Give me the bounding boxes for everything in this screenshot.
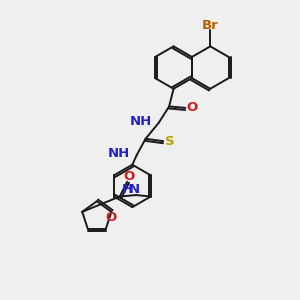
Text: NH: NH: [130, 115, 152, 128]
Text: O: O: [106, 211, 117, 224]
Text: O: O: [186, 101, 197, 114]
Text: NH: NH: [108, 147, 130, 160]
Text: H: H: [122, 183, 133, 196]
Text: Br: Br: [202, 19, 219, 32]
Text: S: S: [165, 135, 175, 148]
Text: N: N: [129, 183, 140, 196]
Text: O: O: [123, 170, 134, 183]
